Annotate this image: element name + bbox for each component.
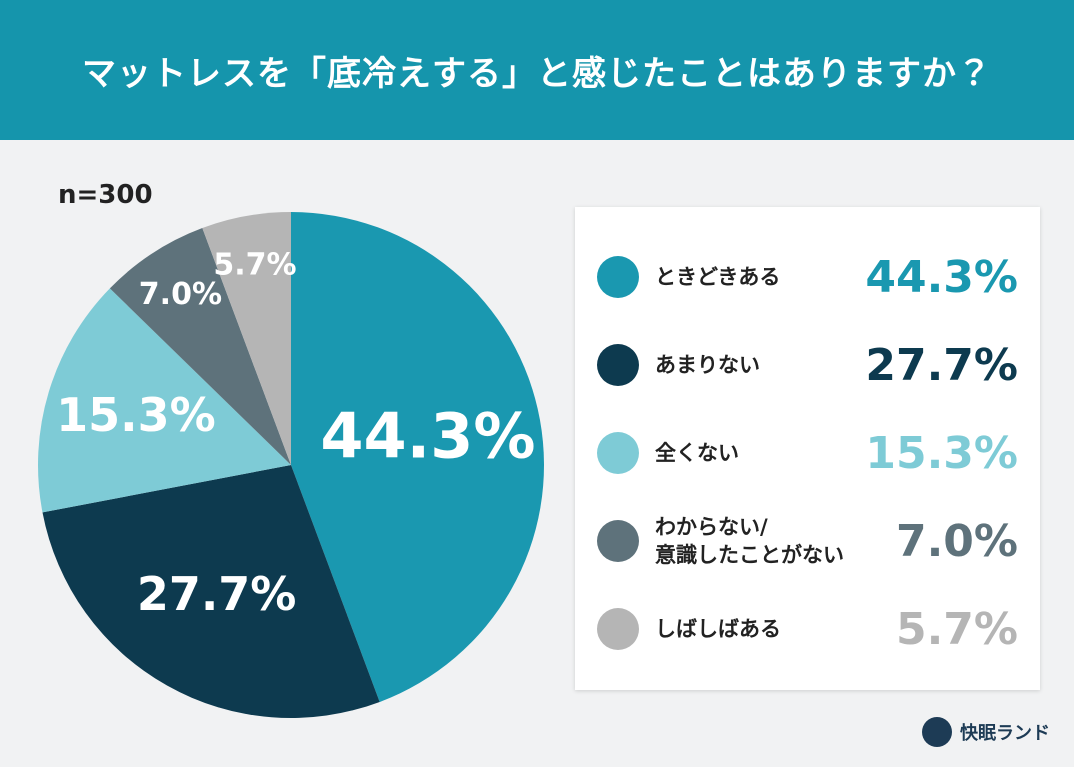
legend-label: あまりない (655, 352, 760, 377)
pie-slice (202, 212, 291, 465)
pie-slice (109, 228, 291, 465)
slice-label: 44.3% (320, 399, 535, 472)
legend-label: ときどきある (655, 264, 781, 289)
legend-swatch (597, 344, 639, 386)
legend-swatch (597, 608, 639, 650)
legend-swatch (597, 432, 639, 474)
legend-label: しばしばある (655, 616, 781, 641)
slice-label: 7.0% (139, 277, 222, 312)
legend-swatch (597, 256, 639, 298)
legend-item: わからない/ 意識したことがない 7.0% (597, 501, 1018, 581)
sample-note: n=300 (58, 180, 153, 210)
legend-item: ときどきある 44.3% (597, 237, 1018, 317)
legend-value: 5.7% (895, 603, 1018, 655)
brand-logo (922, 717, 952, 747)
legend: ときどきある 44.3% あまりない 27.7% 全くない 15.3% わからない/ 意識し… (575, 207, 1040, 690)
legend-value: 15.3% (865, 427, 1018, 479)
legend-label: 全くない (655, 440, 739, 465)
legend-item: 全くない 15.3% (597, 413, 1018, 493)
legend-value: 7.0% (895, 515, 1018, 567)
pie-slice (42, 465, 380, 718)
legend-swatch (597, 520, 639, 562)
slice-label: 27.7% (137, 567, 297, 621)
slice-label: 5.7% (213, 247, 296, 282)
slice-label: 15.3% (56, 388, 216, 442)
legend-label: わからない/ 意識したことがない (655, 514, 844, 567)
brand: 快眠ランド (922, 717, 1050, 747)
legend-item: しばしばある 5.7% (597, 589, 1018, 669)
pie-slice (37, 288, 292, 513)
pie-slice (291, 212, 544, 702)
legend-value: 44.3% (865, 251, 1018, 303)
legend-item: あまりない 27.7% (597, 325, 1018, 405)
legend-value: 27.7% (865, 339, 1018, 391)
chart-title: マットレスを「底冷えする」と感じたことはありますか？ (82, 53, 992, 94)
brand-name: 快眠ランド (960, 723, 1050, 744)
title-banner: マットレスを「底冷えする」と感じたことはありますか？ (0, 0, 1074, 140)
